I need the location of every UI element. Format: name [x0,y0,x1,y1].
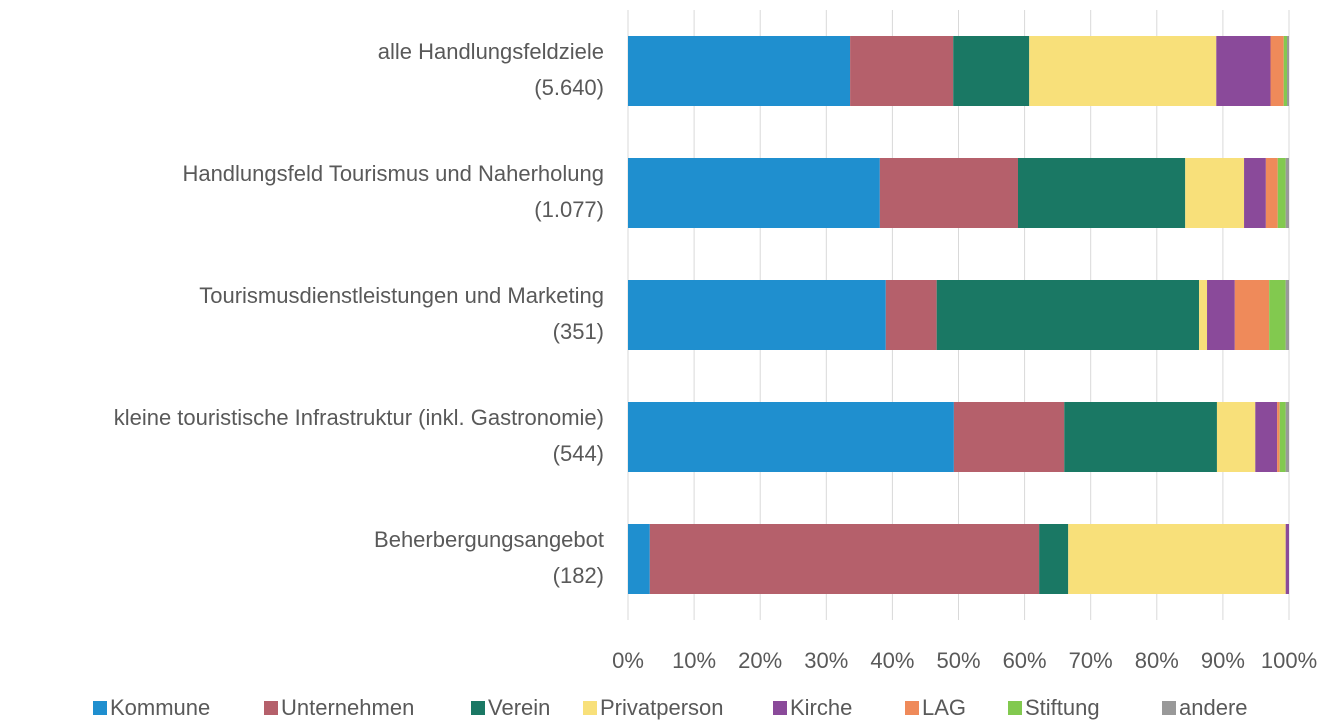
legend-label: andere [1179,695,1248,720]
bar-segment [1207,280,1235,350]
legend-label: Verein [488,695,550,720]
legend-swatch [264,701,278,715]
legend-swatch [1162,701,1176,715]
bar-segment [953,36,1030,106]
bar-segment [885,280,937,350]
x-tick-label: 20% [738,648,782,673]
bar-segment [649,524,1040,594]
x-tick-label: 50% [936,648,980,673]
bar-segment [1199,280,1208,350]
legend-swatch [471,701,485,715]
bar-segment [1277,158,1286,228]
bar-segment [628,158,880,228]
legend-swatch [93,701,107,715]
bar-segment [1216,402,1256,472]
bar-segment [1285,158,1289,228]
bar-segment [1039,524,1069,594]
legend-label: Privatperson [600,695,724,720]
bar-segment [879,158,1018,228]
bar-segment [936,280,1200,350]
bar-segment [1265,158,1278,228]
legend-label: Unternehmen [281,695,414,720]
category-label: (544) [553,441,604,466]
bar-segment [1270,36,1284,106]
bar-segment [1277,402,1280,472]
bar-segment [1029,36,1217,106]
x-tick-label: 100% [1261,648,1317,673]
bar-segment [1279,402,1286,472]
bar-segment [1285,402,1289,472]
bar-segment [1244,158,1266,228]
x-tick-label: 60% [1003,648,1047,673]
bar-segment [953,402,1065,472]
bar-segment [1017,158,1186,228]
bar-segment [1287,36,1289,106]
bar-segment [1285,280,1289,350]
legend-swatch [1008,701,1022,715]
x-tick-label: 80% [1135,648,1179,673]
bar-segment [628,36,851,106]
bar-segment [1255,402,1278,472]
bar-segment [1216,36,1271,106]
legend-swatch [905,701,919,715]
x-tick-label: 30% [804,648,848,673]
legend-swatch [773,701,787,715]
legend-label: LAG [922,695,966,720]
legend-label: Kommune [110,695,210,720]
bar-segment [1068,524,1286,594]
bar-segment [1064,402,1217,472]
x-tick-label: 70% [1069,648,1113,673]
bar-segment [850,36,954,106]
category-label: Tourismusdienstleistungen und Marketing [199,283,604,308]
bar-segment [1269,280,1286,350]
legend-label: Stiftung [1025,695,1100,720]
category-label: Beherbergungsangebot [374,527,604,552]
bar-segment [628,402,954,472]
category-label: (351) [553,319,604,344]
category-label: (5.640) [534,75,604,100]
legend-swatch [583,701,597,715]
bar-segment [1234,280,1270,350]
bar-segment [1185,158,1245,228]
x-tick-label: 0% [612,648,644,673]
x-tick-label: 90% [1201,648,1245,673]
category-label: kleine touristische Infrastruktur (inkl.… [114,405,604,430]
x-tick-label: 40% [870,648,914,673]
bar-segment [628,280,886,350]
bar-segment [1283,36,1288,106]
bar-segment [1285,524,1289,594]
category-label: Handlungsfeld Tourismus und Naherholung [182,161,604,186]
bar-segment [628,524,650,594]
category-label: (1.077) [534,197,604,222]
category-label: (182) [553,563,604,588]
legend-label: Kirche [790,695,852,720]
x-tick-label: 10% [672,648,716,673]
category-label: alle Handlungsfeldziele [378,39,604,64]
